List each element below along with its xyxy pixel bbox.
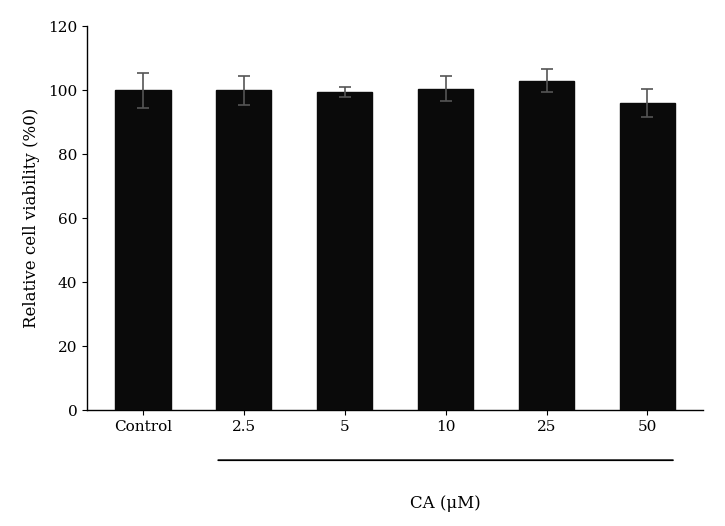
Bar — [620, 103, 675, 410]
Bar — [115, 90, 170, 410]
Bar — [519, 80, 574, 410]
Bar — [216, 90, 271, 410]
Y-axis label: Relative cell viability (%0): Relative cell viability (%0) — [22, 108, 40, 328]
Text: CA (μM): CA (μM) — [410, 495, 481, 512]
Bar — [418, 89, 473, 410]
Bar — [317, 92, 373, 410]
